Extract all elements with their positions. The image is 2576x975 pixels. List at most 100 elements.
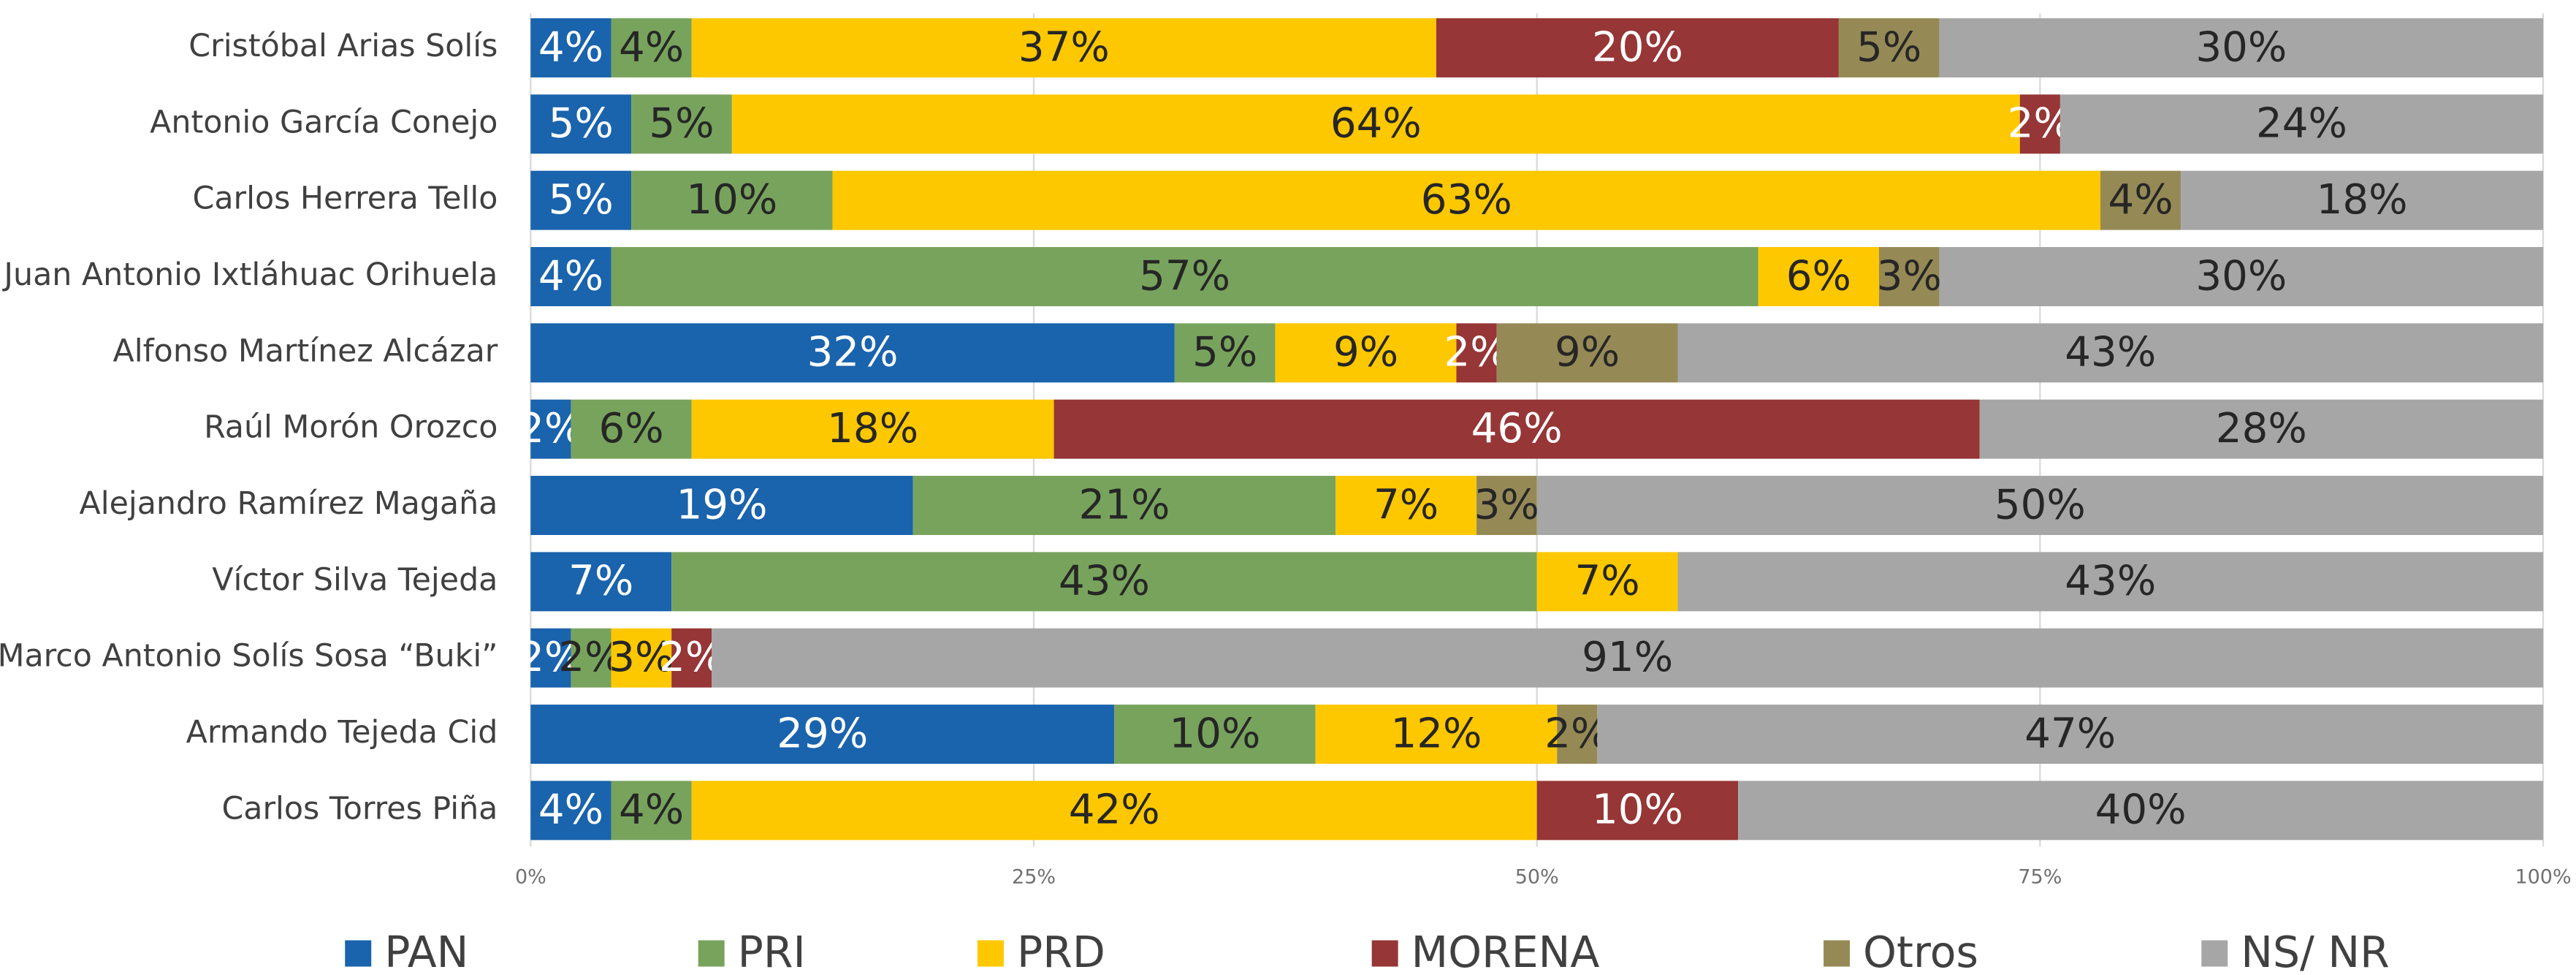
value-label: 9% [1555, 329, 1620, 376]
value-label: 24% [2256, 100, 2347, 148]
bar-segment [2059, 94, 2544, 154]
value-label: 19% [677, 481, 768, 528]
value-label: 46% [1471, 405, 1563, 452]
legend-swatch [698, 940, 725, 967]
value-label: 5% [549, 176, 614, 224]
value-label: 4% [538, 786, 603, 834]
value-label: 9% [1333, 329, 1398, 376]
category-label: Carlos Torres Piña [221, 790, 498, 827]
value-label: 40% [2095, 786, 2187, 834]
category-label: Cristóbal Arias Solís [188, 28, 498, 64]
value-label: 30% [2195, 252, 2287, 300]
category-label: Juan Antonio Ixtláhuac Orihuela [1, 257, 498, 293]
category-label: Marco Antonio Solís Sosa “Buki” [0, 638, 498, 675]
bar-segment [1496, 323, 1678, 383]
bar-segment [530, 628, 571, 688]
value-label: 28% [2216, 405, 2307, 452]
bar-segment [671, 552, 1537, 612]
value-label: 5% [1856, 23, 1921, 71]
bar-segment [912, 476, 1336, 535]
value-label: 10% [1592, 786, 1683, 834]
legend-label: NS/ NR [2241, 927, 2389, 975]
value-label: 5% [1192, 329, 1257, 376]
value-label: 7% [568, 558, 633, 605]
bar-segment [631, 170, 833, 230]
x-tick-label: 75% [2018, 866, 2062, 889]
bar-segment [530, 94, 632, 154]
bar-segment [530, 476, 913, 535]
bar-segment [611, 247, 1758, 306]
bar-segment [1677, 323, 2544, 383]
value-label: 32% [807, 329, 899, 376]
bar-segment [1758, 247, 1879, 306]
bar-segment [530, 170, 632, 230]
category-label: Alejandro Ramírez Magaña [80, 485, 498, 522]
x-tick-label: 0% [515, 866, 546, 889]
value-label: 3% [609, 634, 674, 681]
bar-segment [611, 628, 672, 688]
bar-segment [571, 399, 692, 459]
value-label: 5% [649, 100, 714, 148]
value-label: 4% [2108, 176, 2173, 224]
value-label: 64% [1330, 100, 1422, 148]
bar-segment [530, 247, 611, 306]
value-label: 10% [1169, 710, 1260, 757]
value-label: 6% [598, 405, 663, 452]
bar-segment [1838, 18, 1940, 77]
bar-segment [691, 18, 1436, 77]
bar-segment [691, 399, 1054, 459]
value-label: 63% [1421, 176, 1512, 224]
value-label: 43% [2065, 329, 2156, 376]
bar-segment [1597, 705, 2544, 765]
bar-segment [1557, 705, 1598, 765]
value-label: 37% [1018, 23, 1110, 71]
bar-segment [530, 399, 571, 459]
value-label: 4% [619, 23, 684, 71]
bar-segment [530, 781, 611, 841]
value-label: 3% [1877, 252, 1942, 300]
bar-segment [1436, 18, 1839, 77]
value-label: 29% [777, 710, 868, 757]
category-label: Armando Tejeda Cid [186, 714, 498, 751]
bar-segment [671, 628, 712, 688]
bar-segment [1053, 399, 1980, 459]
value-label: 30% [2195, 23, 2287, 71]
bar-segment [1878, 247, 1940, 306]
x-tick-label: 25% [1012, 866, 1056, 889]
legend-label: Otros [1863, 927, 1978, 975]
legend-swatch [977, 940, 1004, 967]
legend-label: PRI [738, 927, 806, 975]
value-label: 43% [1059, 558, 1150, 605]
bar-segment [530, 323, 1175, 383]
value-label: 5% [549, 100, 614, 148]
value-label: 4% [538, 23, 603, 71]
value-label: 42% [1069, 786, 1160, 834]
bar-segment [1456, 323, 1497, 383]
category-label: Alfonso Martínez Alcázar [113, 333, 498, 369]
bar-segment [2100, 170, 2181, 230]
bar-segment [631, 94, 732, 154]
bar-segment [1536, 552, 1678, 612]
value-label: 12% [1390, 710, 1482, 757]
bar-segment [1738, 781, 2544, 841]
value-label: 91% [1582, 634, 1673, 681]
value-label: 50% [1994, 481, 2086, 528]
value-label: 18% [2317, 176, 2408, 224]
value-label: 43% [2065, 558, 2156, 605]
category-label: Raúl Morón Orozco [204, 409, 498, 446]
legend-swatch [1371, 940, 1398, 967]
value-label: 57% [1139, 252, 1230, 300]
bar-segment [2019, 94, 2060, 154]
x-tick-label: 50% [1515, 866, 1559, 889]
value-label: 6% [1786, 252, 1851, 300]
value-label: 10% [686, 176, 777, 224]
bar-segment [1939, 247, 2544, 306]
bar-segment [1476, 476, 1537, 535]
bar-segment [1677, 552, 2544, 612]
legend-label: PRD [1017, 927, 1105, 975]
value-label: 7% [1373, 481, 1438, 528]
legend-label: MORENA [1411, 927, 1600, 975]
value-label: 4% [619, 786, 684, 834]
bar-segment [1114, 705, 1316, 765]
bar-segment [712, 628, 2544, 688]
